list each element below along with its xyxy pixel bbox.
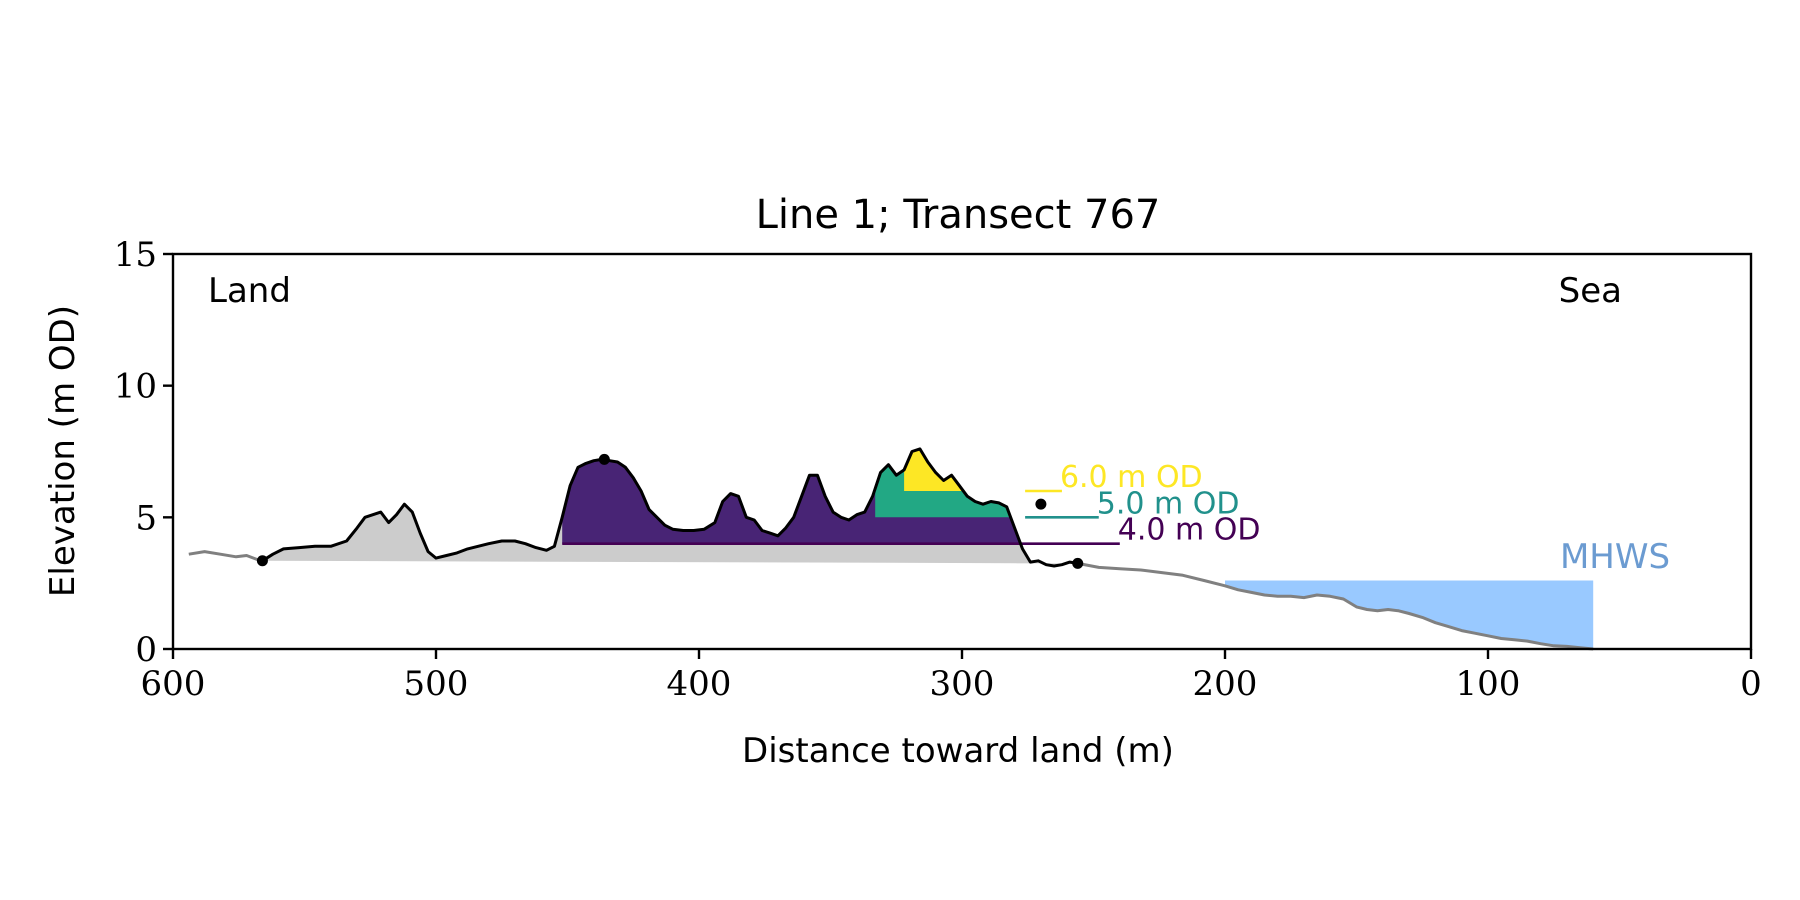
- y-tick-label: 0: [135, 630, 157, 670]
- fills-layer: [262, 448, 1594, 649]
- dune-point-4: [1072, 557, 1084, 569]
- level-4-fill: [562, 448, 1057, 544]
- level-label-4: 4.0 m OD: [1118, 513, 1261, 548]
- profile-outer-left-line: [188, 550, 263, 563]
- level-labels: 4.0 m OD5.0 m OD6.0 m OD: [1060, 460, 1261, 548]
- sea-label: Sea: [1559, 271, 1622, 311]
- x-tick-label: 400: [667, 664, 732, 704]
- land-label: Land: [208, 271, 291, 311]
- level-label-5: 5.0 m OD: [1097, 486, 1240, 521]
- profile-dune-line: [261, 447, 1078, 568]
- mhws-label: MHWS: [1560, 537, 1670, 577]
- y-tick-label: 5: [135, 498, 157, 538]
- dune-point-3: [1035, 498, 1047, 510]
- x-axis-ticks: 600 500 400 300 200 100 0: [141, 649, 1762, 704]
- level-label-6: 6.0 m OD: [1060, 460, 1203, 495]
- y-axis-ticks: 0 5 10 15: [114, 235, 173, 670]
- chart-title: Line 1; Transect 767: [756, 192, 1161, 238]
- x-axis-label: Distance toward land (m): [742, 731, 1174, 771]
- dune-point-1: [256, 555, 268, 567]
- x-tick-label: 100: [1456, 664, 1521, 704]
- x-tick-label: 500: [404, 664, 469, 704]
- x-tick-label: 600: [141, 664, 206, 704]
- dune-point-2: [598, 453, 610, 465]
- mhws-fill: [1225, 580, 1594, 649]
- lines-layer: [188, 447, 1594, 651]
- level-6-fill: [904, 448, 1031, 491]
- y-axis-label: Elevation (m OD): [43, 305, 83, 597]
- y-tick-label: 10: [114, 367, 157, 407]
- x-tick-label: 200: [1193, 664, 1258, 704]
- x-tick-label: 0: [1740, 664, 1762, 704]
- level-5-fill: [875, 448, 1047, 518]
- x-tick-label: 300: [930, 664, 995, 704]
- y-tick-label: 15: [114, 235, 157, 275]
- points-layer: [256, 453, 1084, 569]
- profile-outer-right-line: [1077, 561, 1594, 651]
